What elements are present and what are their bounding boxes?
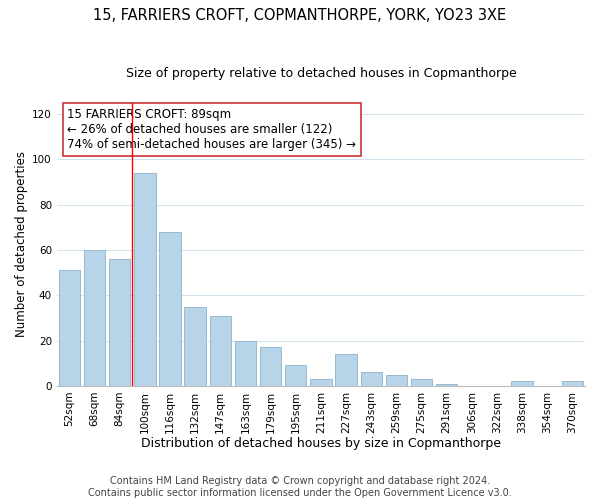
Bar: [235, 340, 256, 386]
Bar: [59, 270, 80, 386]
Bar: [310, 379, 332, 386]
Bar: [134, 173, 155, 386]
Bar: [335, 354, 357, 386]
Bar: [84, 250, 105, 386]
X-axis label: Distribution of detached houses by size in Copmanthorpe: Distribution of detached houses by size …: [141, 437, 501, 450]
Bar: [436, 384, 457, 386]
Text: 15, FARRIERS CROFT, COPMANTHORPE, YORK, YO23 3XE: 15, FARRIERS CROFT, COPMANTHORPE, YORK, …: [94, 8, 506, 22]
Bar: [511, 382, 533, 386]
Bar: [386, 374, 407, 386]
Bar: [159, 232, 181, 386]
Title: Size of property relative to detached houses in Copmanthorpe: Size of property relative to detached ho…: [125, 68, 516, 80]
Bar: [411, 379, 432, 386]
Bar: [562, 382, 583, 386]
Text: Contains HM Land Registry data © Crown copyright and database right 2024.
Contai: Contains HM Land Registry data © Crown c…: [88, 476, 512, 498]
Text: 15 FARRIERS CROFT: 89sqm
← 26% of detached houses are smaller (122)
74% of semi-: 15 FARRIERS CROFT: 89sqm ← 26% of detach…: [67, 108, 356, 151]
Bar: [260, 348, 281, 386]
Bar: [109, 259, 130, 386]
Bar: [285, 366, 307, 386]
Bar: [361, 372, 382, 386]
Bar: [209, 316, 231, 386]
Bar: [184, 306, 206, 386]
Y-axis label: Number of detached properties: Number of detached properties: [15, 151, 28, 337]
